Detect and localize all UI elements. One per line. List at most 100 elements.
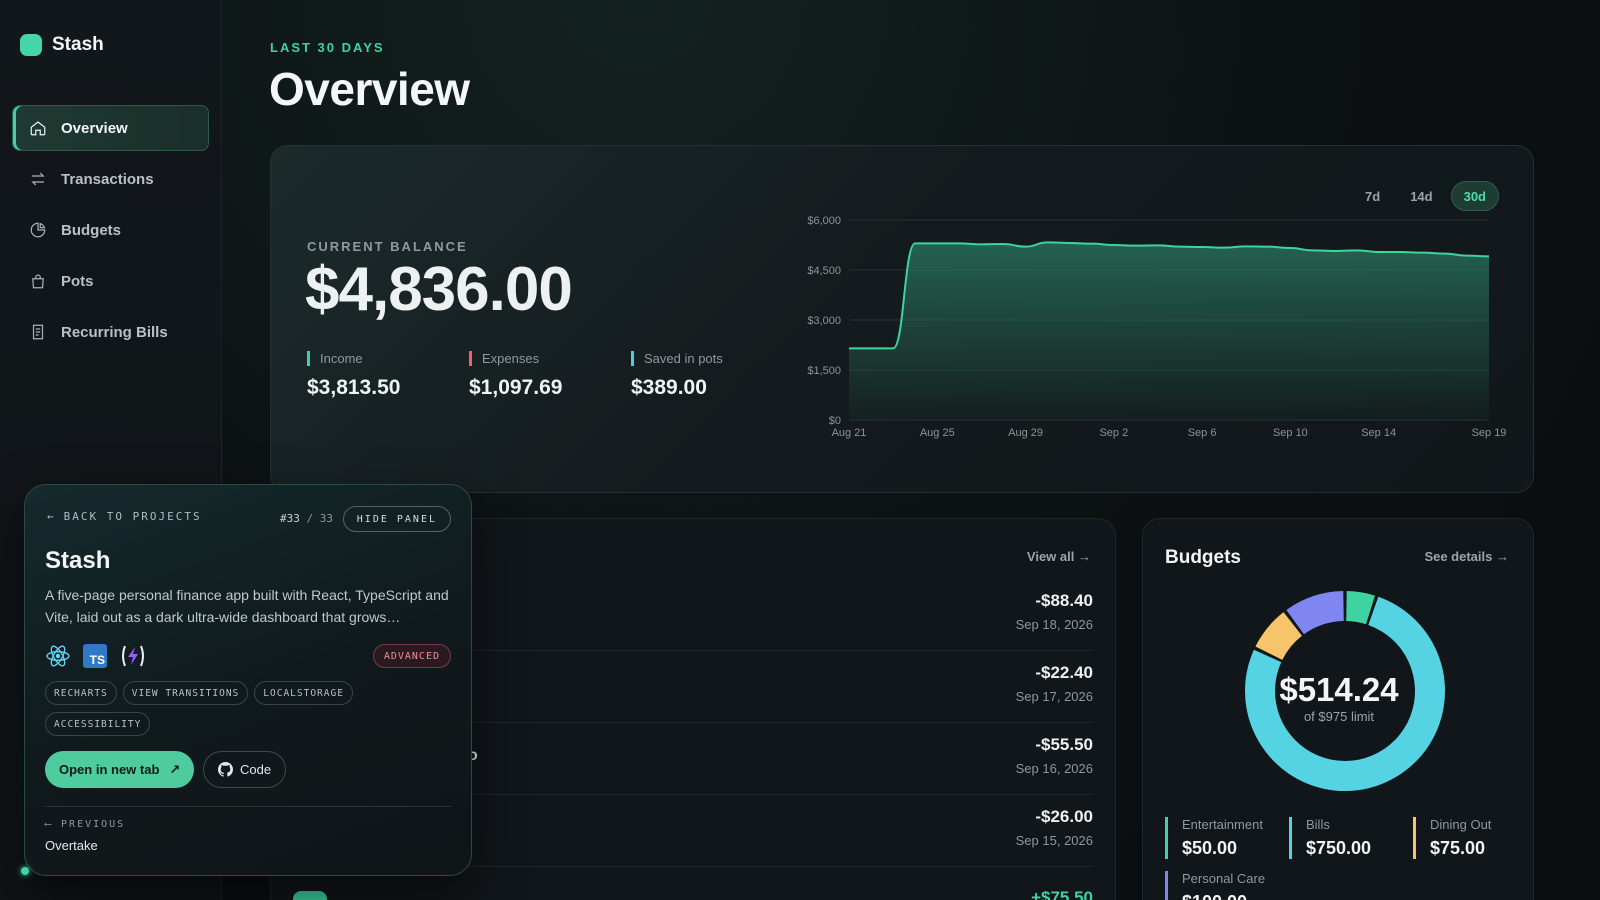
sidebar-item-label: Pots [61, 272, 94, 290]
sidebar-item-recurring-bills[interactable]: Recurring Bills [12, 309, 209, 355]
previous-project-link[interactable]: Overtake [45, 838, 98, 853]
y-tick-label: $3,000 [807, 315, 841, 327]
tag-chip: RECHARTS [45, 681, 117, 705]
legend-item-bills: Bills $750.00 [1289, 817, 1409, 859]
table-row[interactable]: -$26.00 Sep 15, 2026 [293, 795, 1093, 867]
budget-total: $514.24 [1279, 671, 1399, 708]
x-tick-label: Aug 21 [832, 427, 867, 439]
table-row[interactable]: -$88.40 Sep 18, 2026 [293, 579, 1093, 651]
tech-icons: TS [45, 643, 147, 669]
panel-divider [45, 806, 451, 807]
legend-label: Entertainment [1182, 817, 1263, 832]
stat-expenses: Expenses $1,097.69 [469, 351, 631, 400]
donut-slice-entertainment[interactable] [1346, 591, 1376, 625]
donut-slice-dining-out[interactable] [1255, 612, 1302, 660]
panel-description: A five-page personal finance app built w… [45, 587, 449, 625]
tag-list: RECHARTS VIEW TRANSITIONS LOCALSTORAGE A… [45, 681, 455, 736]
github-icon [218, 762, 233, 777]
legend-value: $100.00 [1182, 892, 1285, 900]
legend-label: Dining Out [1430, 817, 1492, 832]
code-button[interactable]: Code [203, 751, 287, 788]
tx-amount: -$26.00 [1035, 807, 1093, 826]
sidebar-item-pots[interactable]: Pots [12, 258, 209, 304]
arrow-right-icon: → [1496, 549, 1509, 564]
y-tick-label: $1,500 [807, 365, 841, 377]
home-icon [30, 121, 46, 136]
legend-label: Bills [1306, 817, 1330, 832]
arrow-right-icon: → [1078, 549, 1091, 564]
x-tick-label: Aug 25 [920, 427, 955, 439]
pie-chart-icon [30, 222, 46, 238]
stat-value: $3,813.50 [307, 376, 401, 399]
open-in-new-tab-button[interactable]: Open in new tab ↗ [45, 751, 195, 788]
hide-panel-button[interactable]: HIDE PANEL [342, 506, 451, 532]
sidebar-item-label: Transactions [61, 170, 154, 188]
tx-date: Sep 17, 2026 [1015, 689, 1093, 704]
view-all-label: View all [1026, 549, 1075, 564]
x-tick-label: Aug 29 [1008, 427, 1043, 439]
brand[interactable]: Stash [20, 34, 104, 56]
tag-chip: ACCESSIBILITY [45, 712, 151, 736]
brand-name: Stash [52, 34, 104, 55]
arrow-up-right-icon: ↗ [169, 761, 181, 777]
range-tab-30d[interactable]: 30d [1450, 181, 1499, 211]
budget-donut [1245, 591, 1445, 791]
stat-income: Income $3,813.50 [307, 351, 469, 400]
counter-current: #33 [280, 512, 300, 525]
tx-amount: +$75.50 [1031, 888, 1093, 900]
see-details-link[interactable]: See details → [1424, 549, 1509, 564]
tx-amount: -$55.50 [1035, 735, 1093, 754]
arrow-left-icon: ← [47, 510, 56, 523]
chart-area [849, 242, 1489, 420]
stat-value: $1,097.69 [469, 376, 563, 399]
table-row[interactable]: -$22.40 Sep 17, 2026 [293, 651, 1093, 723]
range-tab-14d[interactable]: 14d [1410, 188, 1433, 204]
react-icon [46, 645, 70, 667]
code-label: Code [240, 762, 272, 777]
tag-chip: LOCALSTORAGE [254, 681, 353, 705]
legend-label: Personal Care [1182, 871, 1266, 886]
tx-amount: -$88.40 [1035, 591, 1093, 610]
see-details-label: See details [1424, 549, 1493, 564]
donut-slice-personal-care[interactable] [1286, 591, 1344, 635]
page-eyebrow: LAST 30 DAYS [270, 40, 385, 55]
tx-avatar [293, 891, 327, 900]
sidebar-item-budgets[interactable]: Budgets [12, 207, 209, 253]
counter-total: 33 [319, 512, 333, 525]
tx-date: Sep 15, 2026 [1015, 833, 1093, 848]
view-all-link[interactable]: View all → [1027, 549, 1091, 564]
project-counter: #33 / 33 [280, 512, 333, 525]
balance-chart: $0 $1,500 $3,000 $4,500 $6,000 Aug 21 Aug 25 A… [807, 215, 1507, 439]
sidebar-item-label: Recurring Bills [61, 323, 168, 341]
sidebar-nav: Overview Transactions Budgets Pots Recur… [12, 105, 209, 360]
legend-item-entertainment: Entertainment $50.00 [1165, 817, 1285, 859]
typescript-icon: TS [83, 644, 107, 668]
legend-value: $750.00 [1306, 838, 1372, 858]
sidebar-item-overview[interactable]: Overview [12, 105, 209, 151]
level-badge: ADVANCED [372, 644, 451, 668]
legend-value: $75.00 [1430, 838, 1486, 858]
sidebar-item-transactions[interactable]: Transactions [12, 156, 209, 202]
donut-slice-bills[interactable] [1245, 596, 1445, 791]
chart-line [849, 241, 1490, 350]
open-label: Open in new tab [59, 762, 160, 777]
x-tick-label: Sep 6 [1188, 427, 1217, 439]
status-dot [21, 867, 29, 875]
counter-separator: / [306, 512, 314, 525]
balance-card: CURRENT BALANCE $4,836.00 Income $3,813.… [270, 145, 1534, 493]
balance-label: CURRENT BALANCE [307, 239, 468, 254]
x-tick-label: Sep 19 [1472, 427, 1507, 439]
back-to-projects-link[interactable]: ← BACK TO PROJECTS [47, 510, 202, 523]
receipt-icon [32, 324, 44, 340]
range-tab-7d[interactable]: 7d [1365, 188, 1381, 204]
tx-amount: -$22.40 [1035, 663, 1093, 682]
bag-icon [32, 274, 44, 289]
previous-label: ⟵ PREVIOUS [45, 819, 125, 830]
tag-chip: VIEW TRANSITIONS [122, 681, 249, 705]
stat-label: Saved in pots [631, 351, 793, 366]
table-row[interactable]: o -$55.50 Sep 16, 2026 [293, 723, 1093, 795]
legend-item-dining-out: Dining Out $75.00 [1413, 817, 1533, 859]
tx-date: Sep 18, 2026 [1015, 617, 1093, 632]
page-title: Overview [269, 63, 470, 115]
budgets-card: Budgets See details → $514.24 of $975 li… [1142, 518, 1534, 900]
